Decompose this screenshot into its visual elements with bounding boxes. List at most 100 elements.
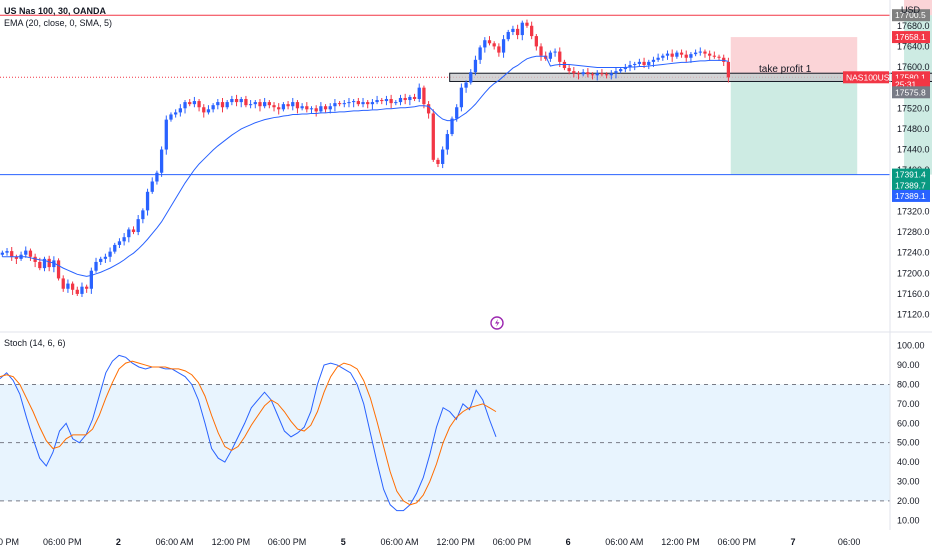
candle — [0, 252, 4, 255]
y-tick-label: 17520.0 — [897, 103, 930, 113]
candle — [300, 106, 304, 109]
price-badge-bg — [892, 179, 930, 192]
candle — [356, 101, 360, 105]
candle — [248, 104, 253, 106]
x-tick-label: 06:00 AM — [380, 537, 418, 547]
take-profit-label: take profit 1 — [759, 64, 812, 75]
stoch-label[interactable]: Stoch (14, 6, 6) — [4, 338, 66, 348]
stoch-tick-label: 40.00 — [897, 457, 920, 467]
ema-label[interactable]: EMA (20, close, 0, SMA, 5) — [4, 18, 113, 28]
candle — [234, 99, 239, 103]
candle — [89, 270, 93, 289]
currency-label[interactable]: USD — [901, 5, 921, 15]
candle — [637, 61, 642, 64]
candle — [398, 97, 403, 103]
candle — [670, 53, 674, 57]
x-tick-label: 00 PM — [0, 537, 19, 547]
main-pane — [0, 0, 932, 297]
stoch-tick-label: 90.00 — [897, 360, 920, 370]
candle — [272, 105, 276, 108]
candle — [75, 289, 79, 294]
candle — [366, 102, 370, 105]
candle — [24, 250, 28, 255]
candle — [464, 82, 468, 88]
alert-icon[interactable] — [490, 316, 504, 330]
y-tick-label: 17160.0 — [897, 289, 930, 299]
candle — [722, 57, 726, 62]
candle — [319, 106, 323, 112]
position-1-target-zone — [730, 75, 858, 175]
candle — [159, 149, 164, 173]
candle — [122, 237, 126, 242]
candle — [136, 219, 140, 233]
candle — [520, 22, 524, 36]
candle — [665, 53, 670, 56]
candle — [164, 119, 168, 150]
candle — [202, 107, 206, 113]
candle — [431, 113, 435, 160]
candle — [263, 102, 267, 107]
candle — [726, 61, 731, 78]
candle — [99, 258, 103, 262]
candle — [651, 59, 656, 62]
symbol-title[interactable]: US Nas 100, 30, OANDA — [4, 6, 107, 16]
candle — [689, 54, 693, 58]
x-tick-label: 5 — [341, 537, 346, 547]
candle — [693, 52, 698, 55]
candle — [305, 106, 309, 110]
price-badge-label: 17575.8 — [895, 87, 926, 97]
candle — [478, 47, 482, 60]
candle — [220, 102, 225, 108]
candle — [422, 87, 426, 105]
candle — [614, 71, 618, 74]
candle — [604, 74, 609, 76]
y-tick-label: 17480.0 — [897, 124, 930, 134]
stoch-pane — [0, 354, 890, 512]
candle — [52, 260, 56, 268]
candle — [328, 106, 332, 110]
candle — [412, 96, 417, 99]
candle — [244, 99, 248, 106]
candle — [225, 102, 229, 108]
x-tick-label: 06:00 — [838, 537, 861, 547]
price-badge-bg — [892, 189, 930, 202]
x-tick-label: 06:00 AM — [605, 537, 643, 547]
time-axis: 00 PM 06:00 PM 2 06:00 AM 12:00 PM 06:00 PM 5 0… — [0, 537, 860, 547]
candle — [277, 107, 281, 110]
price-badges: 17700.5 17658.1 NAS100USD 17580.125:3117575… — [843, 9, 930, 202]
stoch-tick-label: 50.00 — [897, 438, 920, 448]
x-tick-label: 6 — [566, 537, 571, 547]
y-tick-label: 17440.0 — [897, 145, 930, 155]
candle — [70, 283, 75, 290]
candle — [633, 63, 637, 65]
candle — [403, 97, 407, 101]
candle — [192, 101, 197, 105]
candle — [708, 53, 712, 56]
candle — [384, 99, 389, 102]
stoch-tick-label: 10.00 — [897, 515, 920, 525]
candle — [169, 114, 173, 120]
candle — [66, 283, 70, 289]
candle — [445, 134, 449, 150]
candle — [572, 71, 576, 74]
candle — [183, 102, 187, 109]
candle — [239, 99, 243, 103]
candle — [525, 22, 529, 26]
candle — [497, 46, 501, 53]
y-tick-label: 17680.0 — [897, 21, 930, 31]
price-badge-label: NAS100USD — [846, 72, 896, 82]
candle — [370, 102, 375, 105]
candle — [309, 108, 314, 110]
candle — [352, 101, 356, 103]
price-badge-label: 17700.5 — [895, 10, 926, 20]
price-badge-bg — [892, 168, 930, 181]
stoch-band — [0, 384, 890, 501]
x-tick-label: 12:00 PM — [661, 537, 700, 547]
candle — [380, 100, 384, 102]
candle — [389, 99, 393, 104]
candle — [586, 72, 590, 75]
candle — [567, 68, 571, 72]
candle — [656, 57, 660, 60]
candle — [33, 256, 37, 262]
